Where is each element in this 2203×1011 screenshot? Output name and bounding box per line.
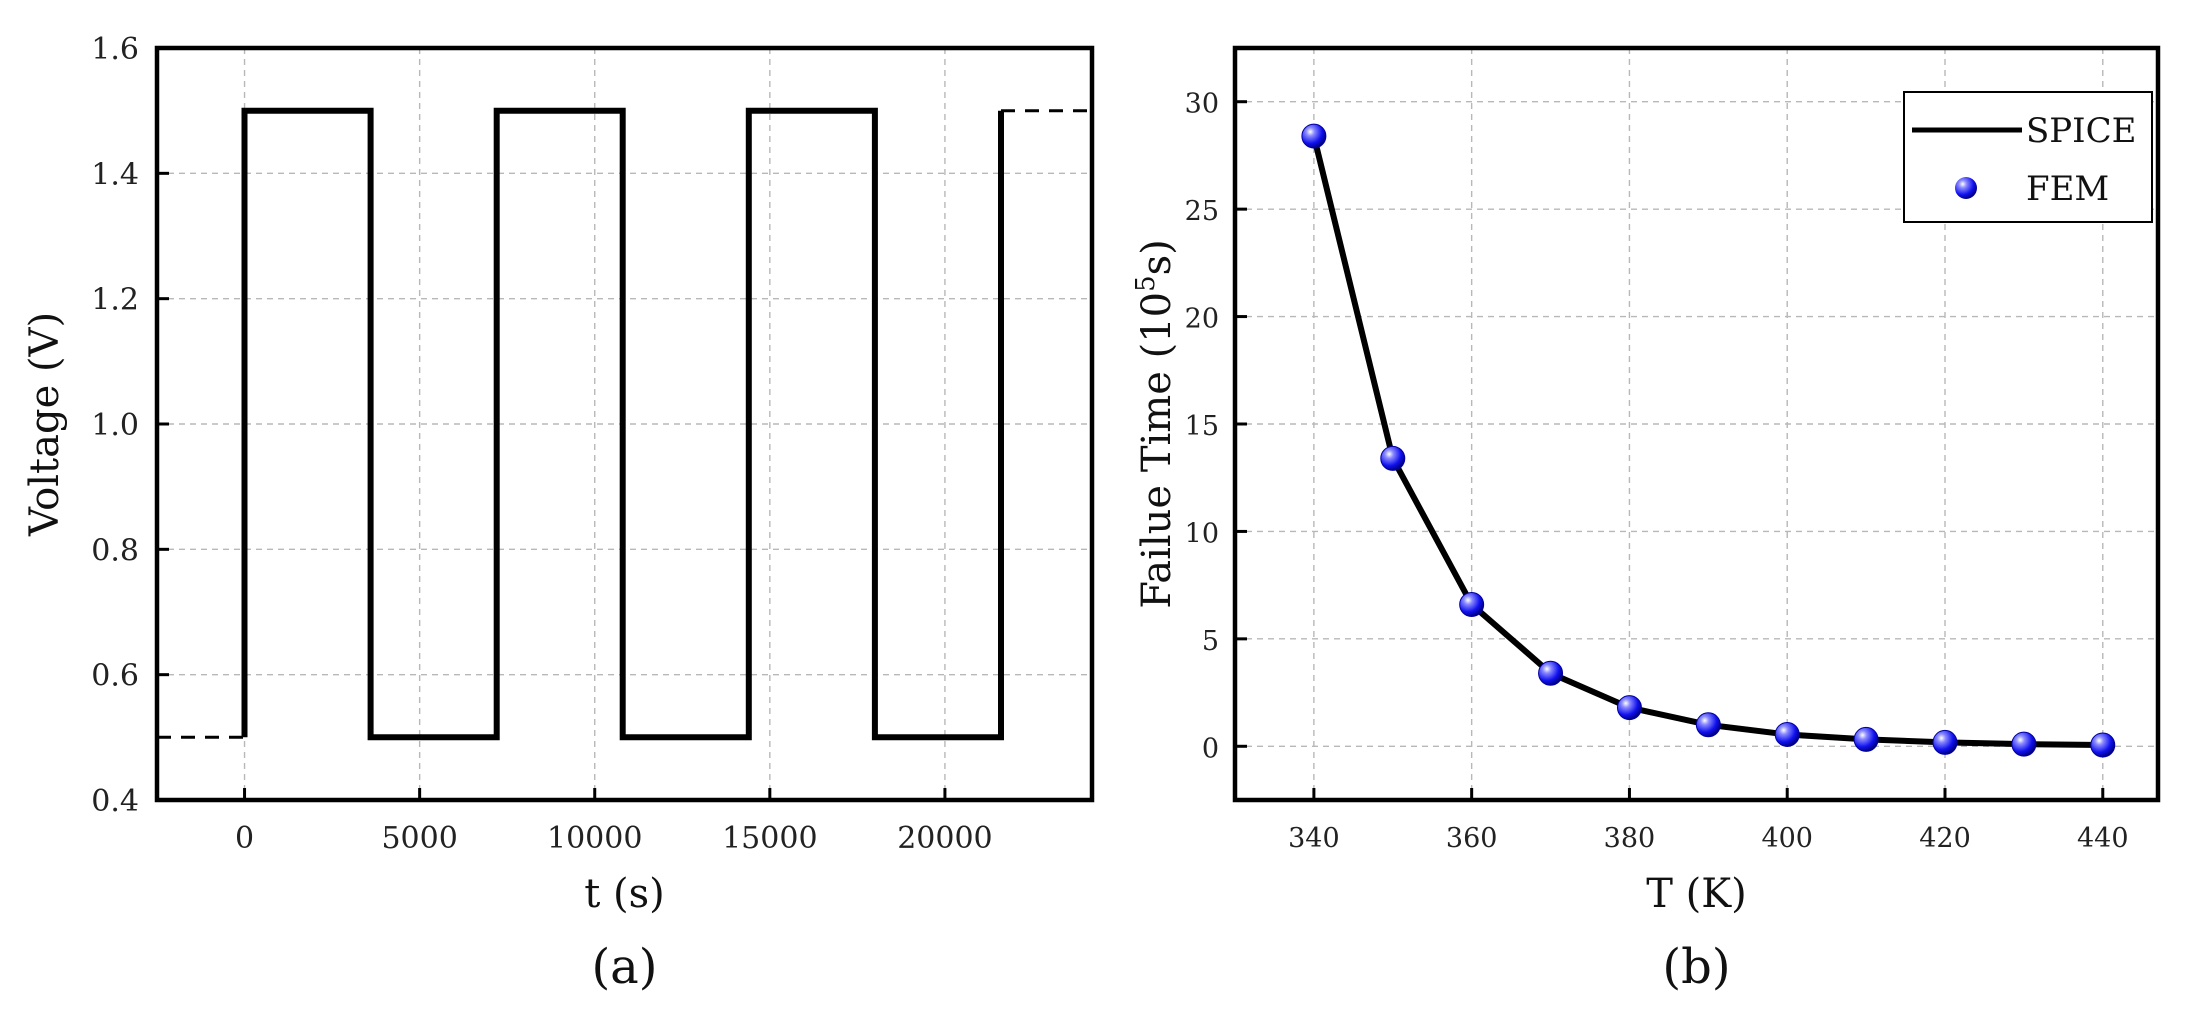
fem-data-point (1695, 712, 1721, 738)
x-tick-label: 360 (1446, 823, 1498, 854)
y-tick-label: 0 (1202, 733, 1219, 764)
failure-time-chart-ticks: 340 360 380 400 420 440 0 5 10 15 20 25 30 (1185, 89, 2129, 854)
fem-data-point (1774, 721, 1800, 747)
voltage-square-wave (241, 107, 1004, 741)
y-tick-label: 0.4 (91, 784, 139, 819)
y-tick-label: 5 (1202, 626, 1219, 657)
y-tick-label: 10 (1185, 518, 1219, 549)
y-tick-label: 1.2 (91, 283, 139, 318)
x-tick-label: 420 (1919, 823, 1971, 854)
voltage-chart: 0 5000 10000 15000 20000 0.4 0.6 0.8 1.0 1.2 1.4 1.… (22, 32, 1095, 995)
x-tick-label: 440 (2077, 823, 2129, 854)
fem-data-point (1301, 123, 1327, 149)
y-tick-label: 30 (1185, 89, 1219, 120)
fem-data-point (2090, 732, 2116, 758)
legend: SPICE FEM (1903, 91, 2153, 223)
failure-time-chart-x-axis-title: T (K) (1646, 871, 1747, 917)
failure-time-chart: 340 360 380 400 420 440 0 5 10 15 20 25 30 T (K) Fai… (1131, 45, 2161, 995)
x-tick-label: 20000 (897, 821, 992, 856)
y-axis-title-main: Failue Time (10 (1134, 292, 1180, 609)
x-tick-label: 10000 (547, 821, 642, 856)
failure-time-chart-plot (1301, 123, 2116, 758)
y-tick-label: 1.0 (91, 408, 139, 443)
y-tick-label: 25 (1185, 196, 1219, 227)
x-tick-label: 380 (1604, 823, 1656, 854)
fem-data-point (1538, 660, 1564, 686)
voltage-chart-caption: (a) (591, 939, 657, 995)
fem-data-point (1459, 591, 1485, 617)
fem-data-point (1380, 445, 1406, 471)
legend-box (1903, 91, 2153, 223)
y-axis-title-unit: s) (1134, 239, 1180, 275)
voltage-chart-ticks: 0 5000 10000 15000 20000 0.4 0.6 0.8 1.0 1.2 1.4 1.… (91, 32, 992, 856)
y-tick-label: 0.8 (91, 533, 139, 568)
x-tick-label: 15000 (722, 821, 817, 856)
x-tick-label: 340 (1288, 823, 1340, 854)
y-axis-title-exponent: 5 (1131, 275, 1161, 292)
x-tick-label: 0 (235, 821, 254, 856)
spice-line (1310, 135, 2103, 748)
voltage-chart-plot (157, 107, 1092, 741)
legend-entry-fem: FEM (2026, 169, 2109, 209)
voltage-chart-x-axis-title: t (s) (584, 871, 665, 917)
legend-entry-spice: SPICE (2026, 111, 2136, 151)
fem-data-point (1853, 726, 1879, 752)
x-tick-label: 5000 (381, 821, 457, 856)
voltage-chart-y-axis-title: Voltage (V) (22, 312, 68, 537)
y-tick-label: 15 (1185, 411, 1219, 442)
y-tick-label: 1.4 (91, 157, 139, 192)
fem-data-point (1932, 729, 1958, 755)
y-tick-label: 1.6 (91, 32, 139, 67)
fem-data-point (2011, 731, 2037, 757)
y-tick-label: 0.6 (91, 659, 139, 694)
y-tick-label: 20 (1185, 304, 1219, 335)
failure-time-chart-caption: (b) (1662, 939, 1730, 995)
x-tick-label: 400 (1761, 823, 1813, 854)
fem-data-point (1616, 695, 1642, 721)
legend-marker-swatch (1955, 177, 1977, 199)
failure-time-chart-y-axis-title: Failue Time (105s) (1131, 239, 1180, 609)
